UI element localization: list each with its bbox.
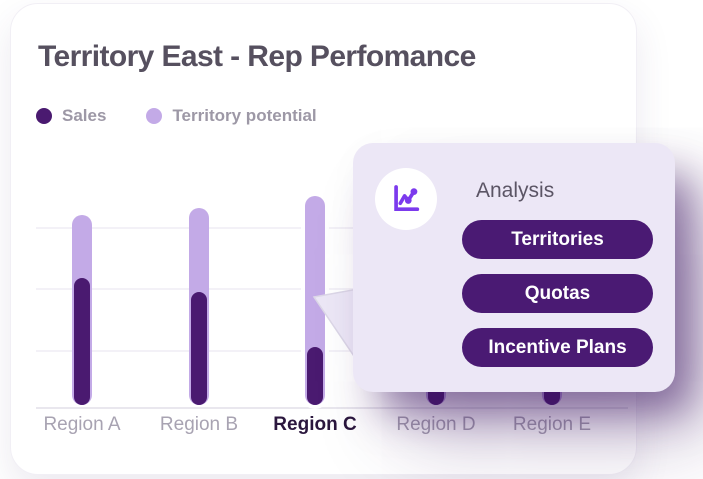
- popover-icon-circle: [375, 168, 437, 230]
- x-axis-label-region-c[interactable]: Region C: [273, 414, 357, 435]
- legend-item-territory-potential: Territory potential: [146, 106, 317, 126]
- legend-item-sales: Sales: [36, 106, 106, 126]
- popover-title: Analysis: [476, 179, 555, 202]
- gridline: [36, 288, 628, 290]
- chart-legend: Sales Territory potential: [36, 106, 317, 126]
- bar-sales-region-b[interactable]: [191, 292, 207, 405]
- x-axis-label-region-a: Region A: [43, 414, 121, 435]
- bar-sales-region-a[interactable]: [74, 277, 90, 405]
- bar-region-c[interactable]: [305, 196, 325, 405]
- popover-button-list: Territories Quotas Incentive Plans: [462, 220, 653, 367]
- analysis-popover: Analysis Territories Quotas Incentive Plan…: [353, 143, 675, 392]
- x-axis-line: [36, 407, 628, 409]
- legend-label-territory-potential: Territory potential: [172, 106, 317, 125]
- x-axis-label-region-e: Region E: [512, 414, 592, 435]
- bar-sales-region-c[interactable]: [307, 347, 323, 405]
- legend-label-sales: Sales: [62, 106, 107, 125]
- bar-region-a[interactable]: [72, 215, 92, 405]
- popover-button-territories[interactable]: Territories: [462, 220, 653, 259]
- sales-dot-icon: [36, 108, 52, 124]
- card-title: Territory East - Rep Perfomance: [38, 40, 476, 73]
- line-chart-icon: [394, 185, 420, 212]
- x-axis-label-region-b: Region B: [159, 414, 239, 435]
- popover-button-incentive-plans[interactable]: Incentive Plans: [462, 328, 653, 367]
- gridline: [36, 227, 628, 229]
- bar-region-b[interactable]: [189, 208, 209, 405]
- territory-potential-dot-icon: [146, 108, 163, 124]
- popover-button-quotas[interactable]: Quotas: [462, 274, 653, 313]
- gridline: [36, 350, 628, 352]
- x-axis-label-region-d: Region D: [396, 414, 476, 435]
